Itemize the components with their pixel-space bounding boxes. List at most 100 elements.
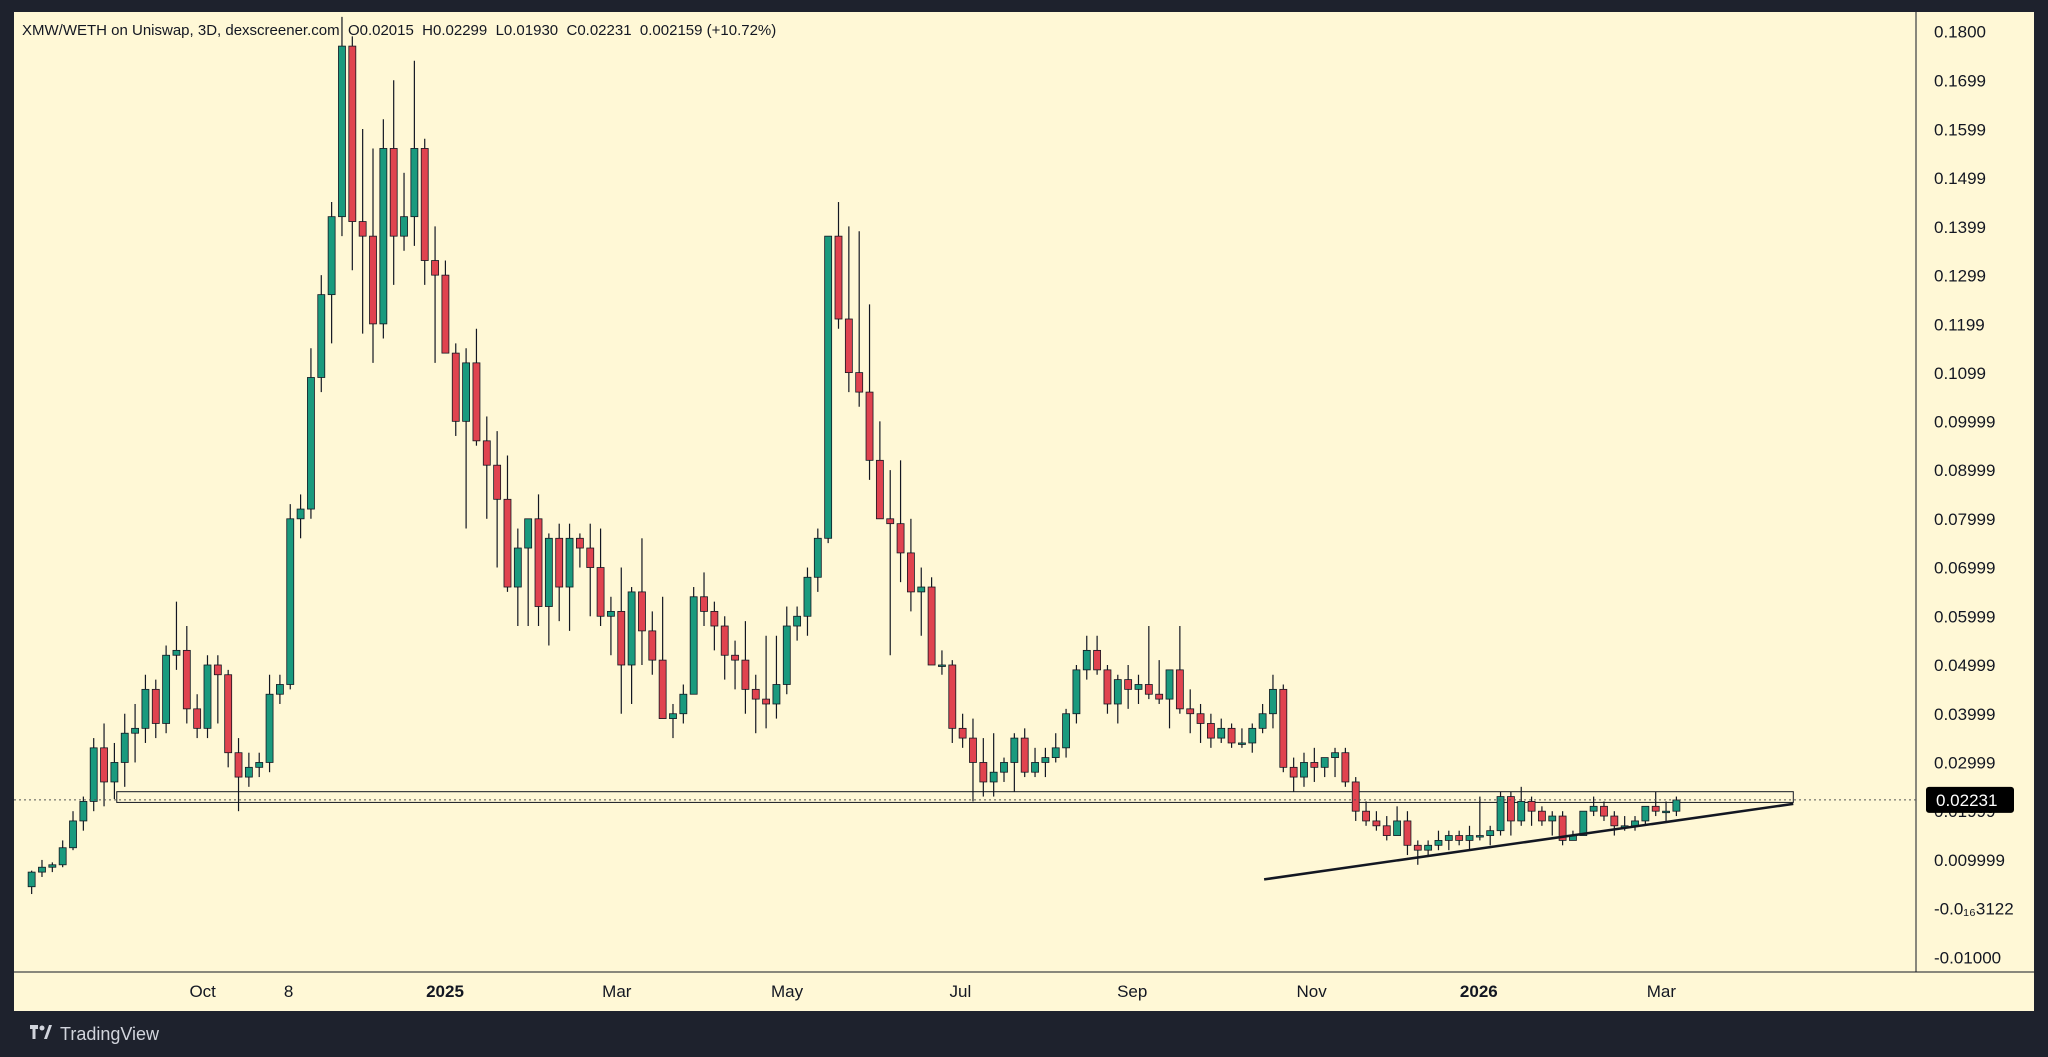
- candle-body: [1382, 825, 1391, 836]
- candle-body: [875, 459, 884, 520]
- candle-body: [1331, 752, 1339, 758]
- price-tick-label: 0.1499: [1934, 169, 1986, 188]
- time-tick-label: 2026: [1460, 982, 1498, 1001]
- candle-body: [38, 866, 46, 873]
- symbol-pair: XMW/WETH on Uniswap, 3D, dexscreener.com: [22, 22, 340, 39]
- candle-body: [1072, 669, 1081, 715]
- candle-body: [948, 664, 957, 729]
- candle-body: [172, 649, 181, 656]
- price-tick-label: 0.1800: [1934, 22, 1986, 41]
- candle-body: [1279, 688, 1288, 768]
- candle-body: [793, 615, 802, 627]
- candle-body: [162, 654, 171, 724]
- candle-body: [58, 847, 67, 866]
- candle-body: [989, 771, 998, 783]
- candle-body: [482, 440, 491, 466]
- candle-body: [1093, 649, 1102, 671]
- candle-body: [1248, 727, 1257, 744]
- candle-body: [265, 693, 274, 763]
- time-tick-label: 2025: [426, 982, 464, 1001]
- candle-body: [317, 294, 326, 378]
- time-tick-label: Oct: [189, 982, 216, 1001]
- candle-body: [493, 464, 502, 500]
- close-value: C0.02231: [566, 22, 632, 39]
- time-tick-label: May: [771, 982, 804, 1001]
- time-tick-label: Nov: [1297, 982, 1328, 1001]
- candle-body: [1341, 752, 1350, 783]
- candle-body: [1434, 840, 1443, 846]
- candle-body: [648, 630, 657, 661]
- open-value: O0.02015: [347, 22, 414, 39]
- time-tick-label: Mar: [1647, 982, 1677, 1001]
- candle-body: [1527, 801, 1536, 812]
- price-tick-label: 0.06999: [1934, 559, 1995, 578]
- candle-body: [400, 216, 408, 237]
- candle-body: [762, 698, 770, 705]
- candle-body: [710, 610, 719, 627]
- price-tick-label: -0.0₁₆3122: [1934, 900, 2014, 919]
- support-zone-rectangle: [116, 791, 1794, 803]
- candle-body: [1031, 762, 1039, 773]
- candle-body: [907, 552, 915, 593]
- candle-body: [348, 45, 357, 222]
- price-tick-label: 0.1699: [1934, 72, 1986, 91]
- candle-body: [1206, 723, 1215, 739]
- candle-body: [1351, 781, 1360, 812]
- candle-body: [803, 576, 812, 617]
- candle-body: [1538, 810, 1546, 822]
- tradingview-logo-icon[interactable]: [30, 1024, 52, 1044]
- candle-body: [1455, 835, 1464, 841]
- candle-body: [48, 864, 57, 868]
- candle-body: [575, 537, 584, 549]
- candle-body: [213, 664, 222, 676]
- candle-body: [89, 747, 98, 802]
- candle-body: [772, 684, 781, 705]
- price-tick-label: 0.07999: [1934, 510, 1995, 529]
- candle-body: [307, 377, 315, 510]
- candlestick-chart[interactable]: 0.1800 0.1699 0.1599 0.1499 0.1399 0.1299 0.11…: [14, 12, 2034, 1011]
- price-tick-label: 0.09999: [1934, 412, 1995, 431]
- candle-body: [286, 518, 295, 685]
- candle-body: [1227, 727, 1236, 744]
- price-tick-label: 0.1199: [1934, 315, 1985, 334]
- candle-body: [1175, 669, 1184, 710]
- candle-body: [979, 762, 988, 783]
- candle-body: [462, 362, 471, 422]
- candle-body: [244, 766, 253, 778]
- candle-body: [441, 274, 450, 354]
- candle-body: [110, 762, 119, 783]
- candle-body: [1051, 747, 1060, 758]
- candle-body: [927, 586, 936, 666]
- candle-body: [1155, 693, 1164, 700]
- price-tick-label: 0.1099: [1934, 364, 1986, 383]
- time-tick-label: 8: [284, 982, 293, 1001]
- current-price-badge: [1926, 786, 2014, 813]
- price-tick-label: 0.1399: [1934, 218, 1986, 237]
- candle-body: [1300, 762, 1308, 778]
- candle-body: [1289, 766, 1298, 778]
- candle-body: [617, 610, 626, 666]
- candle-body: [379, 148, 388, 325]
- price-tick-label: 0.04999: [1934, 656, 1995, 675]
- chart-area[interactable]: 0.1800 0.1699 0.1599 0.1499 0.1399 0.1299 0.11…: [14, 12, 2034, 1011]
- candle-body: [741, 659, 750, 690]
- tradingview-brand[interactable]: TradingView: [60, 1023, 160, 1044]
- candle-body: [79, 801, 88, 822]
- price-tick-label: 0.1299: [1934, 267, 1986, 286]
- price-tick-label: -0.01000: [1934, 948, 2001, 967]
- candle-body: [917, 586, 926, 593]
- candle-body: [255, 762, 264, 768]
- candle-body: [607, 610, 615, 617]
- footer-bar: TradingView: [14, 1011, 2034, 1057]
- candle-body: [1548, 815, 1557, 822]
- change-value: 0.002159 (+10.72%): [639, 22, 777, 39]
- candle-body: [338, 45, 346, 218]
- candle-body: [958, 727, 967, 739]
- candle-body: [700, 596, 708, 612]
- time-tick-label: Mar: [602, 982, 632, 1001]
- candle-body: [120, 732, 129, 763]
- candle-body: [596, 567, 605, 617]
- candle-body: [1506, 796, 1515, 822]
- candle-body: [1558, 815, 1567, 841]
- candle-body: [658, 659, 667, 719]
